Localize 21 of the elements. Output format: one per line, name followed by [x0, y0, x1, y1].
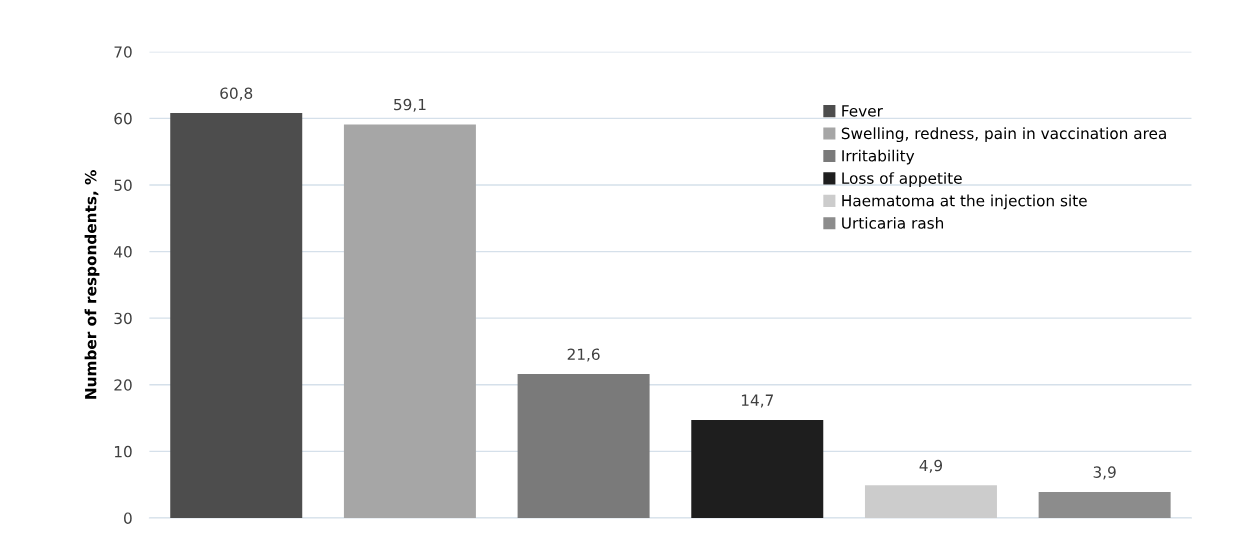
- y-tick-label: 20: [114, 379, 132, 391]
- y-tick-label: 30: [114, 312, 132, 325]
- legend-label: Irritability: [842, 149, 915, 165]
- y-tick-label: 60: [114, 112, 132, 125]
- y-tick-label: 50: [114, 179, 132, 191]
- data-label: 3,9: [1093, 466, 1116, 480]
- y-axis-title: Number of respondents, %: [84, 170, 100, 399]
- legend-label: Fever: [842, 105, 883, 117]
- data-label: 59,1: [394, 98, 426, 112]
- legend-label: Haematoma at the injection site: [842, 194, 1087, 210]
- y-tick-label: 70: [114, 46, 132, 58]
- legend-label: Loss of appetite: [842, 172, 962, 187]
- y-tick-label: 0: [124, 512, 132, 524]
- legend-label: Swelling, redness, pain in vaccination area: [841, 127, 1166, 143]
- data-label: 60,8: [220, 87, 253, 101]
- data-label: 4,9: [919, 459, 943, 473]
- y-tick-label: 40: [114, 246, 132, 258]
- data-label: 21,6: [567, 348, 600, 362]
- legend-label: Urticaria rash: [842, 217, 944, 229]
- data-label: 14,7: [741, 394, 773, 408]
- y-tick-label: 10: [114, 445, 132, 458]
